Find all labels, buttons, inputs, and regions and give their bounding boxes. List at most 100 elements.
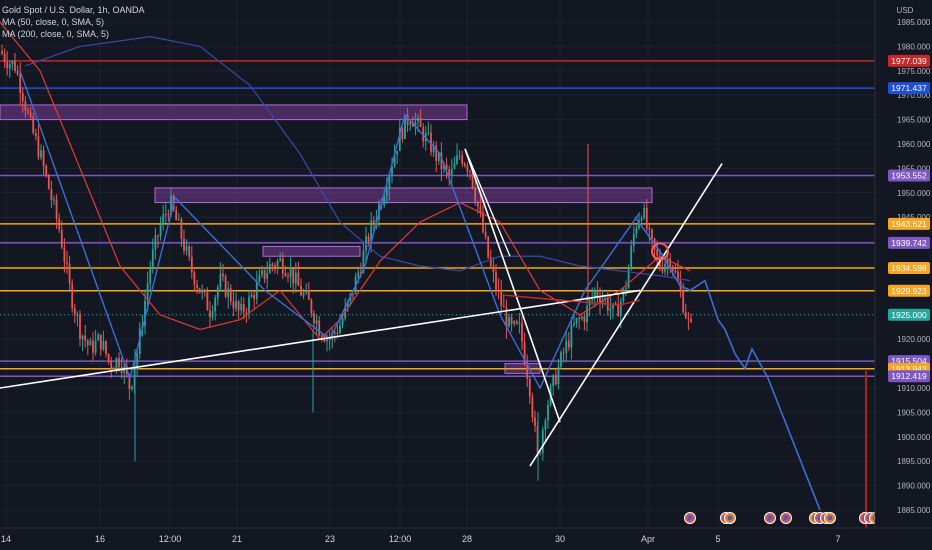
candle-body — [479, 206, 482, 213]
supply-zone[interactable] — [154, 187, 653, 204]
candle-body — [544, 420, 547, 430]
candle-body — [271, 264, 274, 266]
event-icon[interactable] — [724, 512, 736, 524]
candle-body — [458, 155, 461, 157]
candle-body — [526, 364, 529, 379]
candle-body — [305, 290, 308, 294]
wave-path[interactable] — [19, 70, 641, 390]
candle-body — [107, 353, 110, 361]
candle-body — [669, 258, 672, 267]
candle-body — [513, 321, 516, 324]
candle-body — [274, 265, 276, 268]
candle-body — [16, 71, 19, 74]
candle-body — [266, 273, 269, 279]
event-icon[interactable] — [824, 512, 836, 524]
candle-body — [201, 289, 204, 293]
event-icon[interactable] — [764, 512, 776, 524]
price-label[interactable]: 1971.437 — [888, 82, 930, 95]
svg-text:1943.621: 1943.621 — [891, 219, 927, 229]
red-annotation-line[interactable] — [504, 294, 641, 306]
time-axis[interactable] — [0, 528, 932, 550]
candle-body — [567, 340, 570, 348]
candle-body — [63, 247, 66, 263]
candle-body — [432, 145, 435, 153]
ma50-legend[interactable]: MA (50, close, 0, SMA, 5) — [2, 17, 105, 27]
candle-body — [97, 334, 100, 341]
candle-body — [180, 219, 183, 239]
candle-body — [66, 262, 68, 264]
candle-body — [612, 303, 614, 309]
candle-body — [409, 122, 412, 125]
candle-body — [211, 311, 214, 318]
currency-label: USD — [897, 6, 914, 15]
candle-body — [281, 258, 284, 274]
symbol-title[interactable]: Gold Spot / U.S. Dollar, 1h, OANDA — [2, 5, 145, 15]
candle-body — [245, 312, 248, 314]
x-tick-label: 30 — [555, 534, 565, 544]
trendline[interactable] — [0, 289, 641, 389]
candle-body — [578, 318, 581, 320]
candle-body — [359, 272, 362, 274]
trendline[interactable] — [464, 148, 511, 257]
candle-body — [487, 236, 490, 258]
y-tick-label: 1900.000 — [897, 433, 931, 442]
candle-body — [414, 121, 417, 127]
highlight-circle[interactable] — [651, 242, 669, 261]
candle-body — [461, 155, 464, 164]
candle-body — [159, 224, 162, 236]
price-label[interactable]: 1929.923 — [888, 284, 930, 297]
price-label[interactable]: 1934.598 — [888, 261, 930, 274]
candle-body — [339, 325, 341, 334]
candle-body — [443, 164, 445, 170]
trendline[interactable] — [464, 148, 561, 423]
supply-zone[interactable] — [262, 245, 361, 257]
candle-body — [206, 291, 209, 311]
candle-body — [557, 366, 560, 385]
candle-body — [235, 301, 237, 309]
x-tick-label: 23 — [325, 534, 335, 544]
candle-body — [534, 417, 536, 426]
supply-zone[interactable] — [0, 104, 468, 121]
candle-body — [203, 289, 206, 292]
price-label[interactable]: 1943.621 — [888, 217, 930, 230]
candle-body — [170, 195, 172, 216]
candle-body — [682, 290, 685, 313]
candle-body — [297, 272, 300, 286]
trendline[interactable] — [529, 163, 723, 467]
candle-body — [214, 297, 217, 312]
price-label[interactable]: 1939.742 — [888, 236, 930, 249]
candle-body — [518, 322, 521, 324]
candle-body — [661, 268, 664, 272]
candle-body — [250, 294, 253, 297]
projection-path[interactable] — [634, 216, 821, 511]
candle-body — [81, 335, 84, 340]
price-label[interactable]: 1977.039 — [888, 54, 930, 67]
candle-body — [674, 270, 677, 272]
candle-body — [456, 155, 458, 164]
price-label[interactable]: 1953.552 — [888, 169, 930, 182]
candle-body — [515, 321, 518, 324]
price-label[interactable]: 1925.000 — [888, 308, 930, 321]
candle-body — [554, 375, 557, 385]
candle-body — [323, 338, 326, 342]
candle-body — [352, 293, 354, 295]
event-icon[interactable] — [684, 512, 696, 524]
price-label[interactable]: 1912.419 — [888, 370, 930, 383]
candle-body — [357, 272, 360, 277]
y-tick-label: 1965.000 — [897, 116, 931, 125]
candle-body — [619, 301, 622, 317]
candle-body — [365, 236, 367, 251]
event-icon[interactable] — [780, 512, 792, 524]
candle-body — [547, 404, 549, 421]
candle-body — [573, 323, 575, 325]
candle-body — [528, 378, 531, 397]
candle-body — [284, 273, 287, 277]
ma200-legend[interactable]: MA (200, close, 0, SMA, 5) — [2, 29, 110, 39]
candle-body — [510, 317, 513, 324]
candle-body — [435, 145, 438, 161]
candle-body — [300, 285, 302, 296]
candle-body — [219, 273, 222, 288]
candle-body — [474, 187, 477, 202]
candle-body — [362, 250, 365, 273]
